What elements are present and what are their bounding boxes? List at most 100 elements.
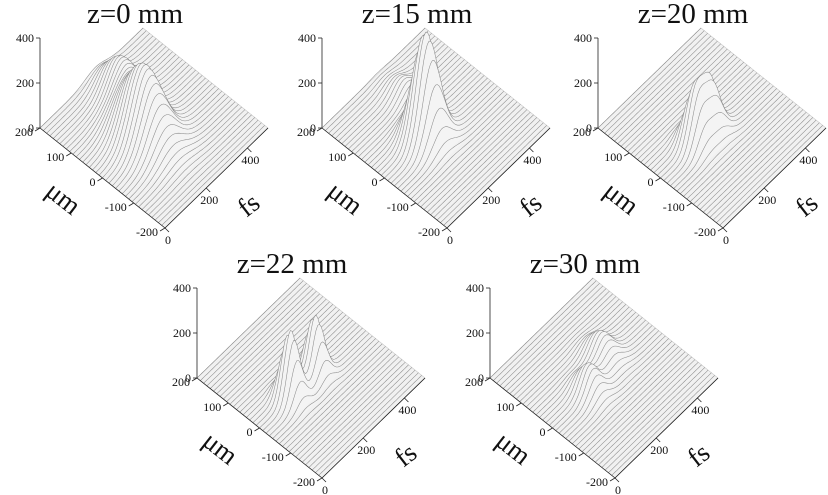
y-tick-mark xyxy=(404,397,409,403)
x-tick-mark xyxy=(410,202,416,207)
z-tick-label: 200 xyxy=(466,326,484,340)
y-tick-label: 200 xyxy=(650,443,668,457)
x-tick-label: -200 xyxy=(418,225,440,239)
y-tick-mark xyxy=(529,147,534,153)
x-tick-label: 200 xyxy=(465,375,483,389)
x-tick-mark xyxy=(578,452,584,457)
x-tick-mark xyxy=(97,177,103,182)
x-axis-label: μm xyxy=(40,175,86,220)
x-tick-label: 0 xyxy=(90,175,96,189)
z-tick-label: 400 xyxy=(298,31,316,45)
x-tick-label: 100 xyxy=(496,400,514,414)
y-tick-label: 0 xyxy=(165,233,171,247)
y-tick-label: 400 xyxy=(799,153,817,167)
x-tick-label: 200 xyxy=(172,375,190,389)
z-tick-label: 400 xyxy=(16,31,34,45)
surface-mesh xyxy=(597,27,827,229)
x-axis-label: μm xyxy=(197,425,243,470)
x-tick-label: -200 xyxy=(694,225,716,239)
z-tick-label: 0 xyxy=(310,121,316,135)
x-tick-mark xyxy=(717,227,724,232)
y-axis-line xyxy=(446,127,551,229)
y-tick-mark xyxy=(487,187,493,193)
x-tick-mark xyxy=(686,202,692,207)
y-tick-label: 200 xyxy=(482,193,500,207)
surface-panel-z0: z=0 mm 0 200 400 200 100 0 -100 -200 0 200 400 μm fs xyxy=(0,0,270,247)
x-tick-mark xyxy=(609,477,616,482)
y-axis-label: fs xyxy=(682,437,716,473)
y-tick-mark xyxy=(205,187,211,193)
y-axis-label: fs xyxy=(389,437,423,473)
panel-title: z=0 mm xyxy=(86,0,184,30)
surface-panel-z30: z=30 mm 0 200 400 200 100 0 -100 -200 0 200 400 μm f… xyxy=(450,248,720,495)
x-tick-label: 0 xyxy=(540,425,546,439)
x-tick-mark xyxy=(441,227,448,232)
x-tick-mark xyxy=(159,227,166,232)
x-tick-label: -200 xyxy=(293,475,315,489)
x-tick-mark xyxy=(348,152,354,157)
z-tick-label: 200 xyxy=(16,76,34,90)
y-tick-label: 200 xyxy=(758,193,776,207)
x-tick-label: 200 xyxy=(297,125,315,139)
x-tick-label: -100 xyxy=(387,200,409,214)
x-tick-label: -200 xyxy=(136,225,158,239)
x-tick-mark xyxy=(191,377,198,382)
y-axis-line xyxy=(164,127,269,229)
y-axis-label: fs xyxy=(232,187,266,223)
y-axis-line xyxy=(722,127,827,229)
panel-title: z=22 mm xyxy=(236,248,348,280)
x-tick-label: 100 xyxy=(604,150,622,164)
z-tick-label: 400 xyxy=(173,281,191,295)
surface-mesh xyxy=(196,277,426,479)
x-tick-label: 0 xyxy=(648,175,654,189)
z-tick-label: 0 xyxy=(185,371,191,385)
x-tick-label: -100 xyxy=(105,200,127,214)
x-tick-label: 0 xyxy=(247,425,253,439)
y-tick-mark xyxy=(164,227,170,233)
y-axis-label: fs xyxy=(790,187,824,223)
x-tick-mark xyxy=(484,377,491,382)
x-tick-mark xyxy=(66,152,72,157)
x-tick-mark xyxy=(624,152,630,157)
x-tick-label: -200 xyxy=(586,475,608,489)
z-tick-label: 0 xyxy=(478,371,484,385)
x-tick-mark xyxy=(285,452,291,457)
x-axis-label: μm xyxy=(490,425,536,470)
surface-panel-z22: z=22 mm 0 200 400 200 100 0 -100 -200 0 200 400 μm f… xyxy=(157,248,427,495)
y-tick-label: 200 xyxy=(200,193,218,207)
y-tick-mark xyxy=(697,397,702,403)
y-tick-mark xyxy=(763,187,769,193)
y-tick-mark xyxy=(247,147,252,153)
z-tick-label: 200 xyxy=(574,76,592,90)
panel-title: z=20 mm xyxy=(637,0,749,30)
x-tick-mark xyxy=(655,177,661,182)
x-tick-mark xyxy=(316,477,323,482)
y-tick-mark xyxy=(362,437,368,443)
y-tick-label: 400 xyxy=(398,403,416,417)
y-tick-mark xyxy=(614,477,620,483)
x-tick-label: 0 xyxy=(372,175,378,189)
y-tick-label: 200 xyxy=(357,443,375,457)
x-tick-label: 200 xyxy=(15,125,33,139)
x-tick-label: 100 xyxy=(328,150,346,164)
y-axis-line xyxy=(321,377,426,479)
x-tick-label: -100 xyxy=(555,450,577,464)
surface-panel-z20: z=20 mm 0 200 400 200 100 0 -100 -200 0 200 400 μm f… xyxy=(558,0,828,247)
x-tick-mark xyxy=(223,402,229,407)
x-tick-label: -100 xyxy=(262,450,284,464)
x-tick-label: 100 xyxy=(203,400,221,414)
y-tick-mark xyxy=(321,477,327,483)
z-tick-label: 200 xyxy=(298,76,316,90)
x-tick-mark xyxy=(254,427,260,432)
z-tick-label: 0 xyxy=(586,121,592,135)
x-axis-label: μm xyxy=(598,175,644,220)
z-tick-label: 400 xyxy=(574,31,592,45)
y-tick-label: 0 xyxy=(615,483,621,495)
y-axis-label: fs xyxy=(514,187,548,223)
x-tick-label: 200 xyxy=(573,125,591,139)
